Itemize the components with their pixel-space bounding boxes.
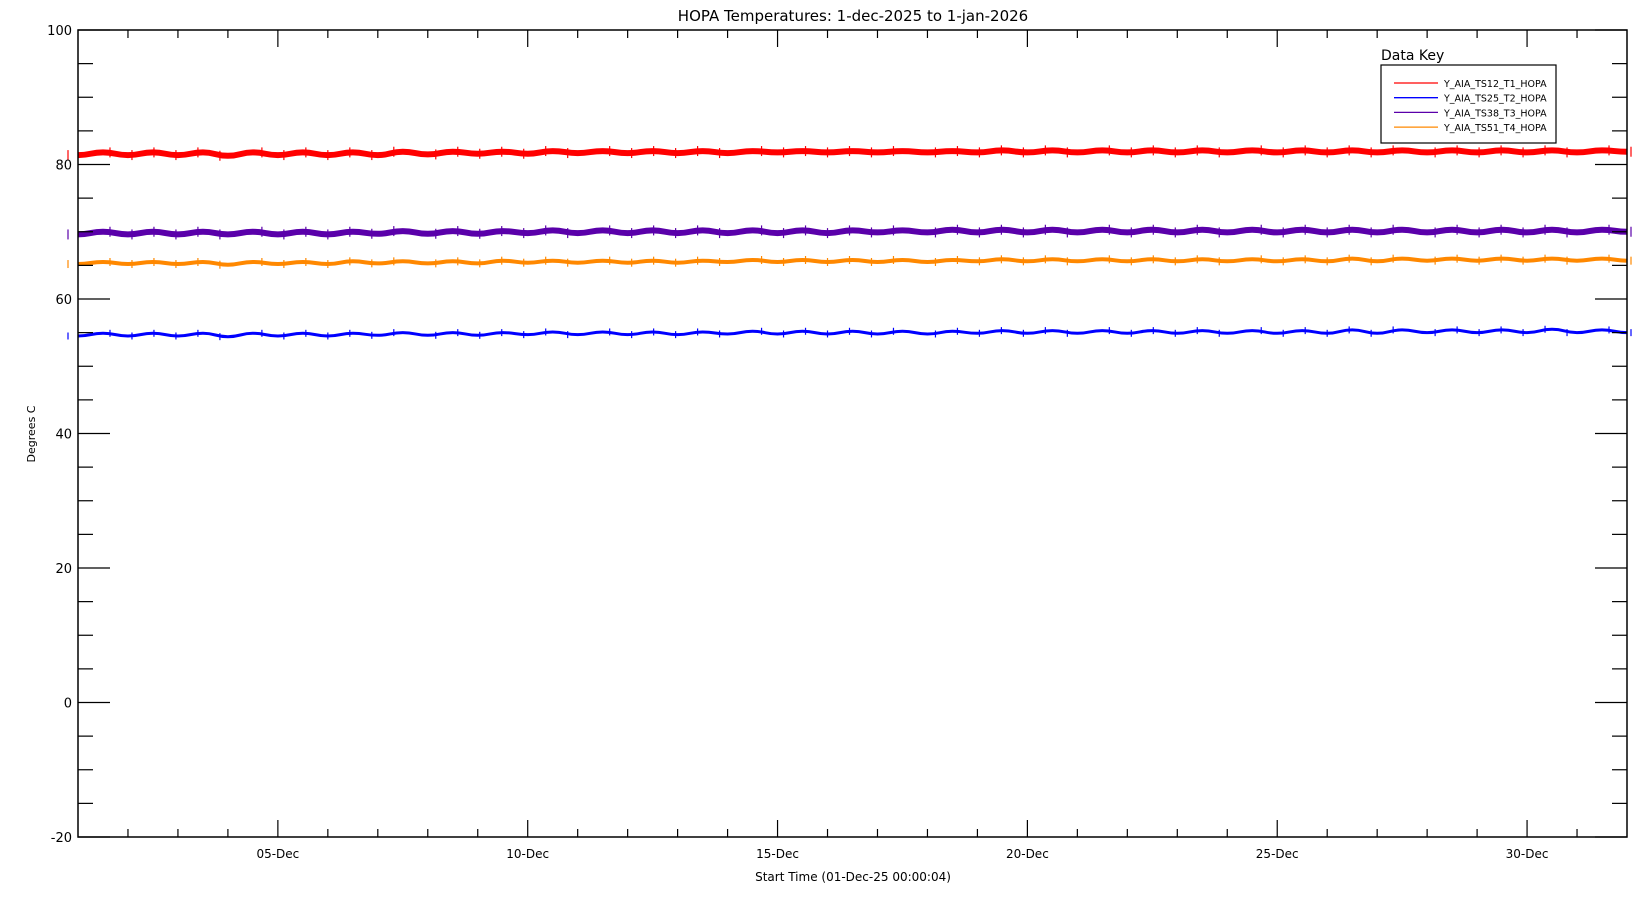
- legend-label: Y_AIA_TS25_T2_HOPA: [1443, 94, 1547, 105]
- legend: Data Key Y_AIA_TS12_T1_HOPA Y_AIA_TS25_T2…: [1380, 48, 1557, 144]
- series-layer: [67, 145, 1632, 341]
- series-line-y_aia_ts38_t3_hopa: [77, 226, 1628, 238]
- y-tick-label: 60: [55, 293, 72, 308]
- series-line-y_aia_ts12_t1_hopa: [77, 147, 1628, 159]
- legend-label: Y_AIA_TS51_T4_HOPA: [1443, 123, 1547, 134]
- y-tick-label: -20: [51, 831, 72, 846]
- y-tick-label: 100: [47, 24, 72, 39]
- y-tick-label: 20: [55, 562, 72, 577]
- y-tick-label: 80: [55, 159, 72, 174]
- x-tick-label: 20-Dec: [1006, 847, 1049, 861]
- legend-label: Y_AIA_TS12_T1_HOPA: [1443, 79, 1547, 90]
- x-tick-label: 30-Dec: [1506, 847, 1549, 861]
- y-tick-label: 0: [64, 697, 72, 712]
- legend-box: [1380, 64, 1557, 144]
- y-tick-label: 40: [55, 428, 72, 443]
- x-tick-label: 25-Dec: [1256, 847, 1299, 861]
- chart-title: HOPA Temperatures: 1-dec-2025 to 1-jan-2…: [678, 7, 1028, 25]
- axes: 100 80 60 40 20 0 -20 05-Dec 10-Dec 15-Dec 20-Dec 2…: [47, 24, 1628, 861]
- series-line-y_aia_ts25_t2_hopa: [77, 327, 1628, 339]
- x-axis-label: Start Time (01-Dec-25 00:00:04): [755, 870, 951, 884]
- legend-title: Data Key: [1381, 48, 1444, 64]
- legend-label: Y_AIA_TS38_T3_HOPA: [1443, 108, 1547, 119]
- series-line-y_aia_ts51_t4_hopa: [77, 256, 1628, 267]
- y-axis-label: Degrees C: [25, 405, 38, 462]
- x-tick-label: 10-Dec: [506, 847, 549, 861]
- x-tick-label: 05-Dec: [256, 847, 299, 861]
- x-tick-label: 15-Dec: [756, 847, 799, 861]
